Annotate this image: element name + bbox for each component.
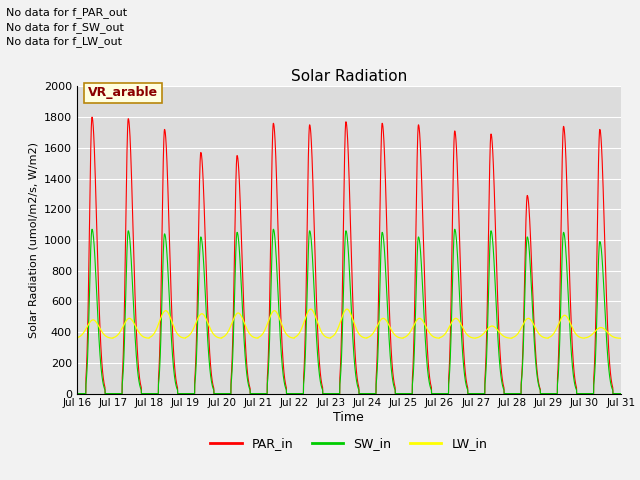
PAR_in	[470, 391, 478, 396]
X-axis label: Time: Time	[333, 411, 364, 424]
LW_in	[258, 332, 266, 338]
Line: PAR_in: PAR_in	[77, 117, 621, 394]
SW_in	[258, 391, 266, 396]
SW_in	[486, 244, 493, 250]
PAR_in	[73, 391, 81, 396]
Title: Solar Radiation: Solar Radiation	[291, 69, 407, 84]
SW_in	[617, 391, 625, 396]
LW_in	[73, 335, 81, 341]
LW_in	[486, 324, 493, 330]
SW_in	[470, 391, 478, 396]
PAR_in	[588, 391, 595, 396]
LW_in	[588, 332, 595, 338]
SW_in	[88, 227, 96, 232]
PAR_in	[88, 114, 96, 120]
LW_in	[617, 336, 625, 341]
PAR_in	[486, 156, 493, 162]
Text: No data for f_LW_out: No data for f_LW_out	[6, 36, 122, 47]
Text: No data for f_SW_out: No data for f_SW_out	[6, 22, 124, 33]
PAR_in	[617, 391, 625, 396]
Legend: PAR_in, SW_in, LW_in: PAR_in, SW_in, LW_in	[205, 432, 492, 455]
Line: LW_in: LW_in	[77, 309, 621, 338]
LW_in	[307, 306, 315, 312]
Text: No data for f_PAR_out: No data for f_PAR_out	[6, 7, 127, 18]
LW_in	[594, 326, 602, 332]
Y-axis label: Solar Radiation (umol/m2/s, W/m2): Solar Radiation (umol/m2/s, W/m2)	[28, 142, 38, 338]
SW_in	[594, 274, 602, 279]
SW_in	[588, 391, 595, 396]
LW_in	[470, 335, 478, 341]
PAR_in	[330, 391, 338, 396]
LW_in	[330, 332, 338, 337]
SW_in	[330, 391, 338, 396]
PAR_in	[258, 391, 266, 396]
Text: VR_arable: VR_arable	[88, 86, 158, 99]
Line: SW_in: SW_in	[77, 229, 621, 394]
SW_in	[73, 391, 81, 396]
PAR_in	[594, 187, 602, 193]
